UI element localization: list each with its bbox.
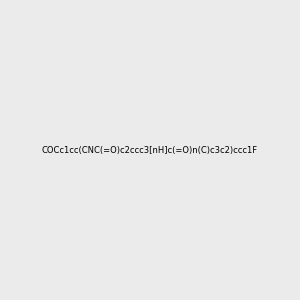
Text: COCc1cc(CNC(=O)c2ccc3[nH]c(=O)n(C)c3c2)ccc1F: COCc1cc(CNC(=O)c2ccc3[nH]c(=O)n(C)c3c2)c… xyxy=(42,146,258,154)
